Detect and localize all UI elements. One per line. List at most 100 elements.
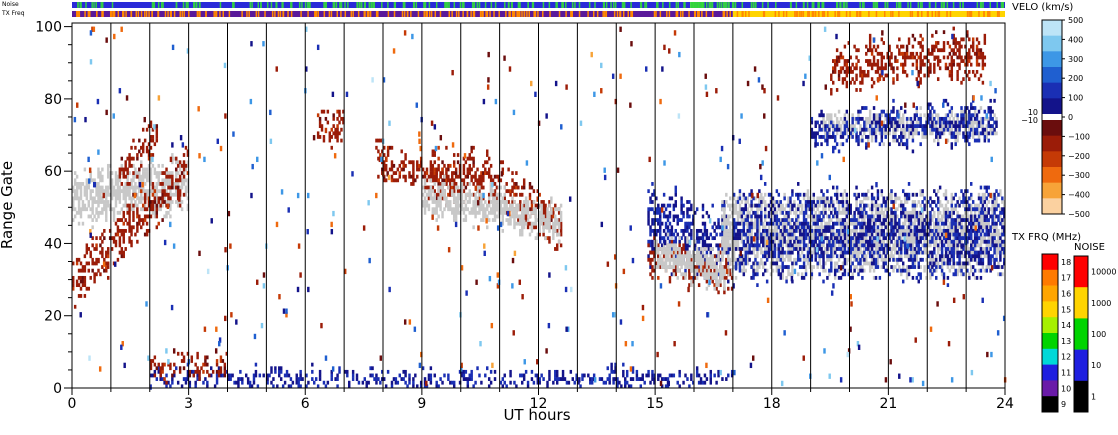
strip-fleck: [213, 11, 215, 17]
strip-fleck: [644, 2, 646, 8]
data-cell: [155, 171, 159, 175]
data-cell: [141, 196, 145, 201]
data-cell: [740, 232, 744, 237]
data-cell: [793, 225, 796, 230]
data-cell: [740, 239, 744, 244]
data-cell: [851, 228, 854, 233]
data-cell: [808, 221, 812, 226]
data-cell: [668, 275, 672, 280]
data-cell: [977, 243, 981, 248]
data-cell: [717, 279, 720, 284]
data-cell: [845, 236, 849, 241]
data-cell: [797, 243, 800, 248]
data-cell: [682, 247, 685, 251]
strip-fleck: [909, 2, 912, 8]
data-cell: [513, 182, 516, 186]
data-cell: [888, 192, 891, 197]
data-cell: [810, 265, 814, 269]
data-cell: [684, 268, 687, 273]
data-cell: [108, 163, 112, 168]
data-cell: [666, 265, 670, 269]
strip-fleck: [565, 2, 567, 8]
data-cell: [122, 203, 125, 208]
data-cell: [116, 185, 120, 190]
data-cell: [431, 153, 435, 157]
data-cell: [686, 221, 689, 226]
data-cell: [464, 192, 468, 197]
data-cell: [738, 261, 742, 266]
data-cell: [989, 207, 992, 212]
data-cell: [132, 203, 135, 208]
data-cell: [383, 178, 386, 183]
data-cell: [182, 167, 186, 172]
data-cell: [964, 243, 967, 248]
data-cell: [175, 192, 178, 197]
data-cell: [837, 257, 841, 262]
data-cell: [122, 221, 125, 226]
data-cell: [894, 257, 897, 262]
data-cell: [75, 174, 79, 179]
data-cell: [466, 167, 470, 172]
data-cell: [742, 218, 746, 222]
strip-fleck: [655, 11, 657, 17]
data-cell: [983, 254, 987, 259]
data-cell: [793, 257, 796, 262]
data-cell: [87, 203, 90, 208]
data-cell: [101, 250, 104, 255]
strip-fleck: [666, 11, 668, 17]
data-cell: [723, 275, 726, 280]
data-cell: [126, 203, 129, 208]
data-cell: [122, 214, 125, 219]
data-cell: [738, 247, 742, 251]
data-cell: [664, 254, 668, 259]
data-cell: [863, 247, 866, 251]
data-cell: [114, 192, 118, 197]
data-cell: [987, 225, 990, 230]
data-cell: [711, 247, 714, 251]
data-cell: [165, 203, 168, 208]
strip-fleck: [179, 11, 181, 17]
data-cell: [911, 236, 915, 241]
data-cell: [124, 189, 127, 194]
data-cell: [835, 232, 839, 237]
strip-fleck: [434, 11, 437, 17]
strip-fleck: [616, 11, 619, 17]
data-cell: [524, 200, 528, 204]
data-cell: [87, 214, 90, 219]
strip-fleck: [645, 2, 648, 8]
data-cell: [872, 239, 876, 244]
data-cell: [907, 210, 911, 215]
data-cell: [482, 207, 485, 212]
data-cell: [789, 254, 792, 259]
data-cell: [97, 203, 100, 208]
data-cell: [482, 163, 485, 168]
data-cell: [136, 203, 139, 208]
data-cell: [653, 221, 656, 226]
data-cell: [649, 228, 652, 233]
data-cell: [155, 192, 159, 197]
data-cell: [554, 228, 557, 233]
strip-fleck: [675, 11, 678, 17]
data-cell: [800, 250, 804, 255]
data-cell: [841, 196, 845, 201]
data-cell: [534, 210, 538, 215]
strip-fleck: [919, 2, 922, 8]
data-cell: [318, 116, 322, 121]
data-cell: [474, 192, 477, 197]
data-cell: [464, 185, 468, 190]
data-cell: [511, 214, 514, 219]
data-cell: [138, 167, 141, 172]
data-cell: [176, 192, 180, 197]
data-cell: [427, 174, 431, 179]
data-cell: [458, 210, 462, 215]
data-cell: [703, 257, 707, 262]
data-cell: [73, 178, 77, 183]
data-cell: [719, 265, 722, 269]
data-cell: [449, 200, 452, 204]
data-cell: [521, 232, 524, 237]
data-cell: [898, 265, 901, 269]
data-cell: [999, 207, 1002, 212]
data-cell: [767, 192, 771, 197]
strip-fleck: [996, 11, 999, 17]
data-cell: [966, 210, 969, 215]
